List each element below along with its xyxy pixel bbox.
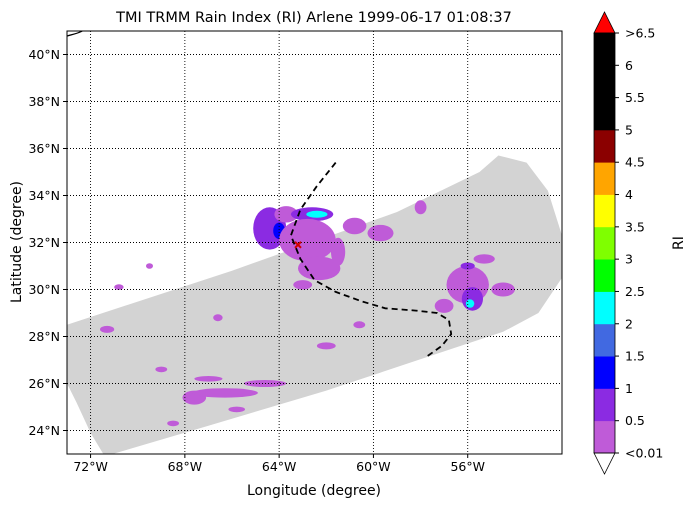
y-tick-label: 34°N <box>28 188 60 203</box>
x-axis-label: Longitude (degree) <box>247 483 381 499</box>
y-tick-label: 28°N <box>28 329 60 344</box>
y-tick-label: 32°N <box>28 235 60 250</box>
x-tick-label: 56°W <box>450 459 485 474</box>
rain-cell <box>155 366 168 373</box>
rain-cell <box>367 224 394 242</box>
rain-cell <box>465 299 475 308</box>
colorbar-tick-label: 2.5 <box>625 284 645 299</box>
x-tick-label: 64°W <box>262 459 297 474</box>
y-tick-label: 36°N <box>28 141 60 156</box>
colorbar-segment <box>594 388 615 422</box>
rain-cell <box>114 284 124 290</box>
rain-cell <box>414 200 427 215</box>
colorbar-segment <box>594 33 615 66</box>
rain-cell <box>100 325 115 333</box>
map-area <box>67 31 562 454</box>
rain-cell <box>194 376 223 382</box>
colorbar-segment <box>594 129 615 163</box>
y-tick-label: 38°N <box>28 94 60 109</box>
y-tick-label: 26°N <box>28 376 60 391</box>
rain-cell <box>331 237 346 266</box>
rain-cell <box>279 218 336 262</box>
rain-cell <box>293 280 313 290</box>
rain-cell <box>191 388 258 398</box>
rain-cell <box>146 263 153 269</box>
x-tick-label: 68°W <box>168 459 203 474</box>
rain-cell <box>342 217 367 235</box>
colorbar-label: RI <box>671 236 687 250</box>
y-tick-label: 30°N <box>28 282 60 297</box>
rain-cell <box>306 210 328 218</box>
rain-cell <box>473 254 495 264</box>
colorbar: <0.01 0.5 1 1.5 2 2.5 3 3.5 4 4.5 5 5.5 6 >6.5 <box>593 11 663 475</box>
colorbar-tick-label: 5 <box>625 122 633 137</box>
rain-cell <box>434 298 454 313</box>
colorbar-tick-label: 6 <box>625 58 633 73</box>
colorbar-tick-label: >6.5 <box>625 26 655 41</box>
y-tick-label: 40°N <box>28 47 60 62</box>
longitude-ticks: 72°W 68°W 64°W 60°W 56°W <box>73 454 485 474</box>
colorbar-tick-label: 5.5 <box>625 90 645 105</box>
colorbar-tick-label: 1.5 <box>625 349 645 364</box>
marker-stroke <box>294 241 302 249</box>
colorbar-segment <box>594 162 615 195</box>
y-axis-label: Latitude (degree) <box>9 181 25 303</box>
rain-cell <box>274 206 299 223</box>
coastline <box>67 31 84 37</box>
colorbar-segment <box>594 291 615 325</box>
x-tick-label: 60°W <box>356 459 391 474</box>
rain-cell <box>461 287 483 311</box>
rain-cell <box>213 314 223 322</box>
colorbar-segment <box>594 356 615 389</box>
x-tick-label: 72°W <box>73 459 108 474</box>
colorbar-tick-label: <0.01 <box>625 446 663 461</box>
colorbar-tick-label: 3.5 <box>625 219 645 234</box>
colorbar-tick-label: 3 <box>625 252 633 267</box>
colorbar-over-extension <box>593 11 616 34</box>
rain-cell <box>316 342 336 350</box>
colorbar-segment <box>594 420 615 454</box>
colorbar-tick-label: 2 <box>625 316 633 331</box>
colorbar-segment <box>594 97 615 131</box>
colorbar-tick-label: 4.5 <box>625 155 645 170</box>
colorbar-tick-label: 4 <box>625 187 633 202</box>
colorbar-segment <box>594 226 615 260</box>
storm-center-marker <box>294 241 302 249</box>
colorbar-segment <box>594 194 615 228</box>
rain-cell <box>228 406 245 413</box>
map-title: TMI TRMM Rain Index (RI) Arlene 1999-06-… <box>115 10 512 26</box>
colorbar-frame <box>593 32 616 454</box>
colorbar-segment <box>594 65 615 98</box>
y-tick-label: 24°N <box>28 423 60 438</box>
rain-cell <box>298 256 341 281</box>
colorbar-tick-label: 0.5 <box>625 413 645 428</box>
latitude-ticks: 24°N 26°N 28°N 30°N 32°N 34°N 36°N 38°N 40°N <box>28 47 67 438</box>
satellite-swath <box>67 155 562 454</box>
colorbar-tick-label: 1 <box>625 381 633 396</box>
colorbar-segment <box>594 259 615 292</box>
rain-cell <box>167 420 180 427</box>
rain-index-field <box>100 200 515 427</box>
colorbar-segment <box>594 323 615 357</box>
colorbar-under-extension <box>593 452 616 475</box>
rain-cell <box>353 321 366 329</box>
rain-cell <box>491 282 515 297</box>
